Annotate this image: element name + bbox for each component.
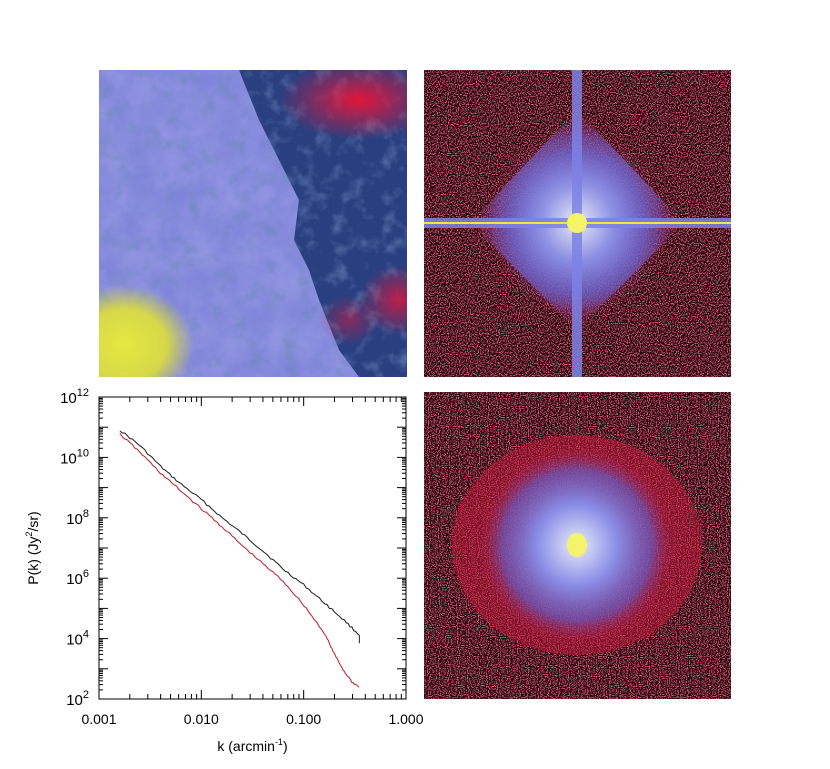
y-axis-label: P(k) (Jy2/sr) — [24, 511, 41, 584]
y-tick-label: 1012 — [60, 387, 89, 407]
plot-frame — [98, 396, 407, 700]
y-tick-label: 1010 — [60, 447, 89, 467]
fft-amplitude-map-corrected — [424, 392, 731, 699]
black-series-line — [119, 430, 360, 636]
x-tick-label: 0.100 — [286, 711, 321, 727]
x-tick-label: 1.000 — [388, 711, 423, 727]
x-axis-label: k (arcmin-1) — [217, 737, 287, 754]
red-series-line — [119, 432, 360, 688]
y-tick-label: 106 — [66, 568, 89, 588]
y-tick-label: 104 — [66, 629, 89, 649]
fft-amplitude-map — [424, 70, 731, 377]
x-tick-label: 0.001 — [81, 711, 116, 727]
sky-intensity-map — [99, 70, 407, 377]
y-tick-label: 102 — [66, 689, 89, 709]
x-tick-label: 0.010 — [184, 711, 219, 727]
y-tick-label: 108 — [66, 508, 89, 528]
